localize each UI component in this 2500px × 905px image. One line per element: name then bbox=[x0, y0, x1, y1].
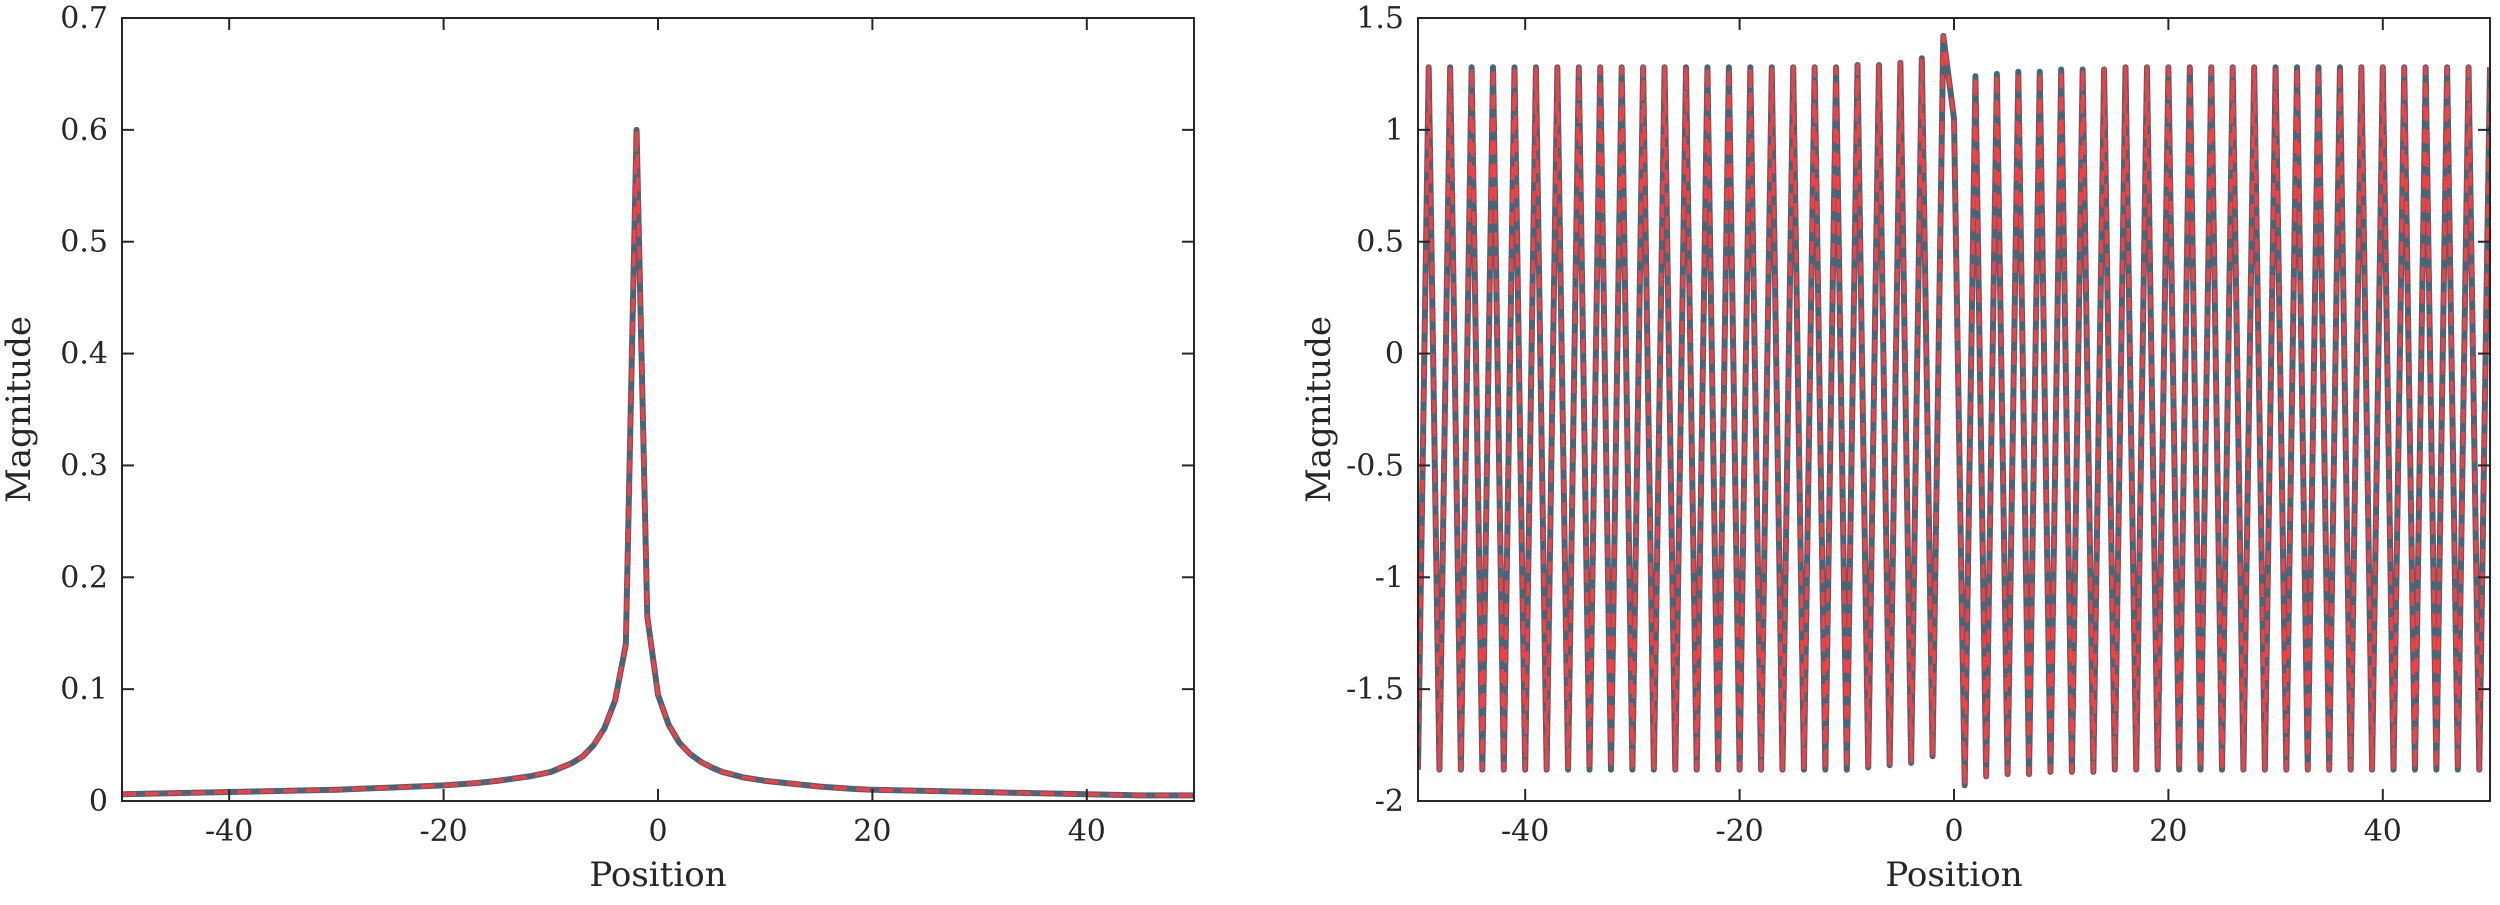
y-axis-label: Magnitude bbox=[0, 316, 39, 503]
y-tick-label: 0.1 bbox=[60, 672, 108, 707]
x-tick-label: 40 bbox=[2364, 814, 2402, 849]
series-lines bbox=[1418, 32, 2490, 789]
series-lines bbox=[122, 126, 1194, 799]
x-tick-label: 20 bbox=[853, 814, 891, 849]
x-tick-label: 40 bbox=[1068, 814, 1106, 849]
y-tick-label: 0 bbox=[89, 784, 108, 819]
y-axis-label: Magnitude bbox=[1299, 316, 1339, 503]
y-tick-label: 1 bbox=[1385, 113, 1404, 148]
y-tick-label: 0 bbox=[1385, 337, 1404, 372]
left-panel-magnitude-peak: -40 -20 0 20 40 0 0.1 0.2 0.3 0.4 0.5 0.6 0.7 Positio… bbox=[0, 1, 1195, 895]
y-tick-label: 0.6 bbox=[60, 113, 108, 148]
x-axis-label: Position bbox=[589, 855, 726, 895]
right-panel-magnitude-oscillation: -40 -20 0 20 40 -2 -1.5 -1 -0.5 0 0.5 1 1.5 Position M… bbox=[1299, 1, 2491, 895]
y-tick-label: -1.5 bbox=[1346, 672, 1404, 707]
series-line-dashed bbox=[1418, 34, 2490, 788]
y-tick-label: 0.5 bbox=[60, 225, 108, 260]
plot-area bbox=[122, 18, 1194, 801]
y-tick-label: 0.3 bbox=[60, 448, 108, 483]
x-tick-label: -20 bbox=[419, 814, 467, 849]
x-tick-label: 0 bbox=[1944, 814, 1963, 849]
x-axis-label: Position bbox=[1885, 855, 2022, 895]
series-line-dashed bbox=[122, 128, 1194, 798]
y-tick-label: 0.2 bbox=[60, 560, 108, 595]
y-tick-label: -0.5 bbox=[1346, 448, 1404, 483]
x-tick-label: -40 bbox=[205, 814, 253, 849]
y-tick-label: 0.4 bbox=[60, 337, 108, 372]
y-tick-label: 1.5 bbox=[1356, 1, 1404, 36]
y-tick-label: -1 bbox=[1375, 560, 1404, 595]
y-tick-label: -2 bbox=[1375, 784, 1404, 819]
x-tick-label: -20 bbox=[1715, 814, 1763, 849]
x-tick-label: 20 bbox=[2149, 814, 2187, 849]
x-tick-label: -40 bbox=[1501, 814, 1549, 849]
y-tick-label: 0.7 bbox=[60, 1, 108, 36]
x-tick-label: 0 bbox=[648, 814, 667, 849]
y-tick-label: 0.5 bbox=[1356, 225, 1404, 260]
